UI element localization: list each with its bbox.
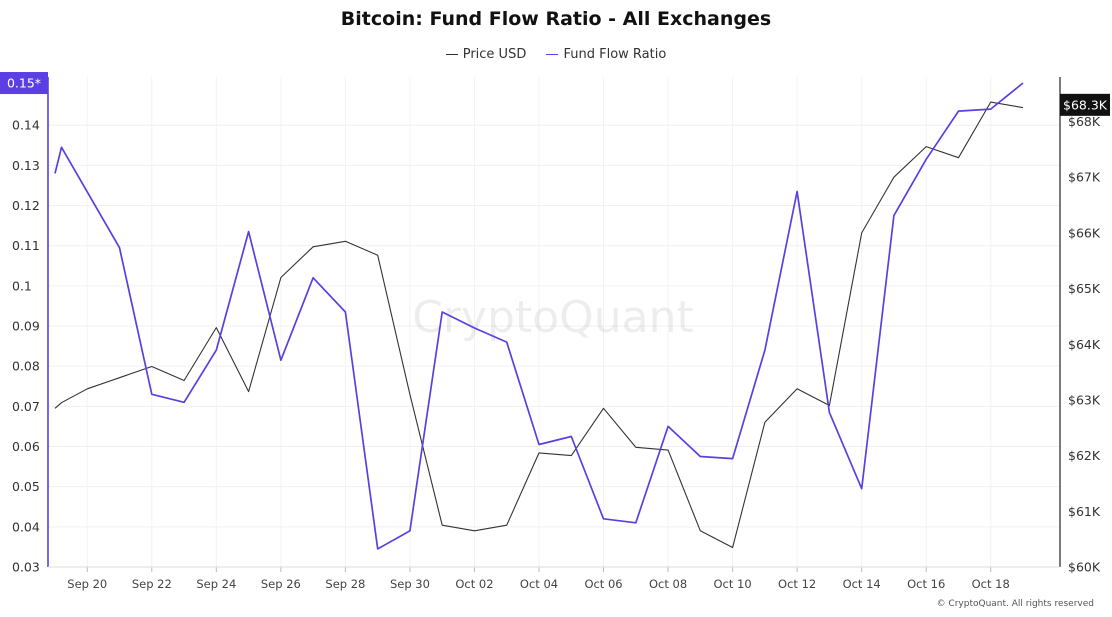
right-tick-label: $61K (1068, 504, 1101, 519)
left-tick-label: 0.11 (12, 238, 40, 253)
legend-item-price[interactable]: Price USD (445, 47, 527, 62)
x-tick-label: Oct 02 (455, 577, 493, 591)
x-tick-label: Sep 30 (390, 577, 430, 591)
copyright-footer: © CryptoQuant. All rights reserved (936, 599, 1094, 609)
legend-label-price: Price USD (462, 47, 527, 62)
left-tick-label: 0.07 (12, 399, 40, 414)
left-tick-label: 0.09 (12, 319, 40, 334)
x-tick-label: Sep 20 (67, 577, 107, 591)
legend-item-fund-flow[interactable]: Fund Flow Ratio (546, 47, 666, 62)
right-tick-label: $60K (1068, 560, 1101, 575)
right-tick-label: $68K (1068, 114, 1101, 129)
right-tick-label: $63K (1068, 392, 1101, 407)
right-current-badge-label: $68.3K (1063, 97, 1108, 112)
left-tick-label: 0.06 (12, 439, 40, 454)
legend-label-fund-flow: Fund Flow Ratio (563, 47, 667, 62)
x-tick-label: Oct 08 (649, 577, 687, 591)
left-tick-label: 0.14 (12, 118, 40, 133)
right-tick-label: $66K (1068, 225, 1101, 240)
left-tick-label: 0.12 (12, 198, 40, 213)
grid-layer (48, 77, 1060, 568)
x-tick-label: Oct 04 (520, 577, 558, 591)
x-tick-label: Sep 22 (132, 577, 172, 591)
legend-swatch-fund-flow (546, 54, 559, 55)
x-tick-label: Oct 14 (843, 577, 881, 591)
left-current-badge-label: 0.15* (7, 76, 41, 91)
left-tick-label: 0.13 (12, 158, 40, 173)
series-layer (54, 82, 1024, 550)
left-tick-label: 0.1 (12, 278, 32, 293)
left-current-badge (0, 72, 48, 95)
left-tick-label: 0.04 (12, 519, 40, 534)
series-line-fund-flow (54, 82, 1024, 550)
x-tick-label: Oct 10 (714, 577, 752, 591)
right-tick-label: $67K (1068, 170, 1101, 185)
left-tick-label: 0.03 (12, 560, 40, 575)
x-tick-label: Oct 12 (778, 577, 816, 591)
right-current-badge (1060, 93, 1110, 116)
chart-title: Bitcoin: Fund Flow Ratio - All Exchanges (340, 8, 772, 30)
badge-layer: 0.15* $68.3K (0, 72, 1110, 116)
left-tick-label: 0.08 (12, 359, 40, 374)
right-tick-label: $62K (1068, 448, 1101, 463)
x-tick-label: Oct 18 (972, 577, 1010, 591)
right-tick-label: $65K (1068, 281, 1101, 296)
axis-layer: 0.03 0.04 0.05 0.06 0.07 0.08 0.09 0.1 0.11 0.12 0… (12, 77, 1101, 591)
legend: Price USD Fund Flow Ratio (0, 44, 1112, 62)
series-line-price (54, 101, 1024, 549)
legend-swatch-price (445, 54, 458, 55)
x-tick-label: Sep 28 (325, 577, 365, 591)
x-tick-label: Oct 06 (584, 577, 622, 591)
x-tick-label: Sep 26 (261, 577, 301, 591)
left-tick-label: 0.05 (12, 479, 40, 494)
x-tick-label: Oct 16 (907, 577, 945, 591)
watermark: CryptoQuant (412, 292, 694, 343)
x-tick-label: Sep 24 (196, 577, 236, 591)
right-tick-label: $64K (1068, 337, 1101, 352)
